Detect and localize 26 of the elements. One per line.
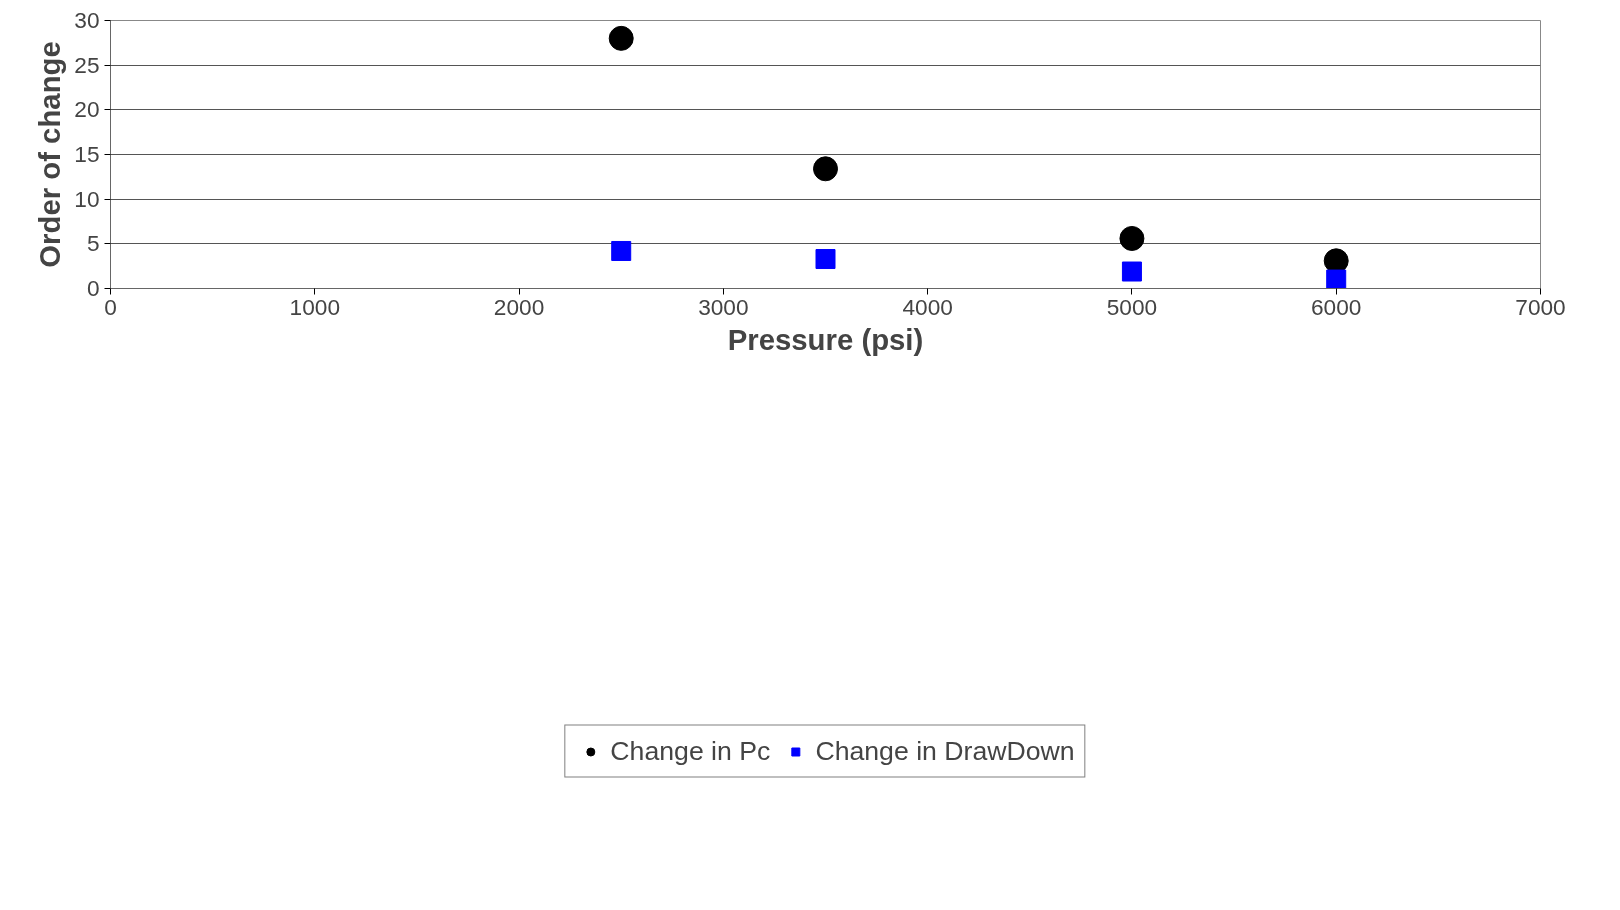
y-tick-label: 0	[86, 275, 100, 301]
y-tick-label: 5	[86, 230, 100, 257]
x-tick-label: 7000	[1515, 293, 1566, 320]
point	[1119, 226, 1145, 251]
x-axis-title: Pressure (psi)	[727, 322, 924, 356]
point	[1121, 261, 1142, 282]
y-tick-label: 20	[74, 96, 100, 123]
x-tick-label: 2000	[493, 293, 545, 320]
y-axis-title: Order of change	[33, 41, 67, 268]
x-tick-label: 1000	[289, 293, 340, 320]
x-tick-label: 0	[104, 293, 117, 320]
point	[1326, 269, 1347, 289]
y-tick-label: 25	[74, 51, 100, 78]
y-tick-label: 15	[74, 141, 100, 167]
point	[611, 240, 632, 261]
y-tick-label: 10	[74, 185, 100, 212]
x-tick-label: 4000	[902, 293, 953, 320]
point	[815, 249, 836, 270]
x-tick-label: 6000	[1311, 293, 1362, 320]
point	[608, 25, 634, 51]
legend-label: Change in DrawDown	[815, 735, 1075, 767]
x-tick-label: 3000	[698, 293, 749, 320]
point	[813, 156, 838, 182]
legend-label: Change in Pc	[610, 735, 771, 767]
x-tick-label: 5000	[1106, 293, 1158, 320]
y-tick-label: 30	[74, 7, 100, 33]
